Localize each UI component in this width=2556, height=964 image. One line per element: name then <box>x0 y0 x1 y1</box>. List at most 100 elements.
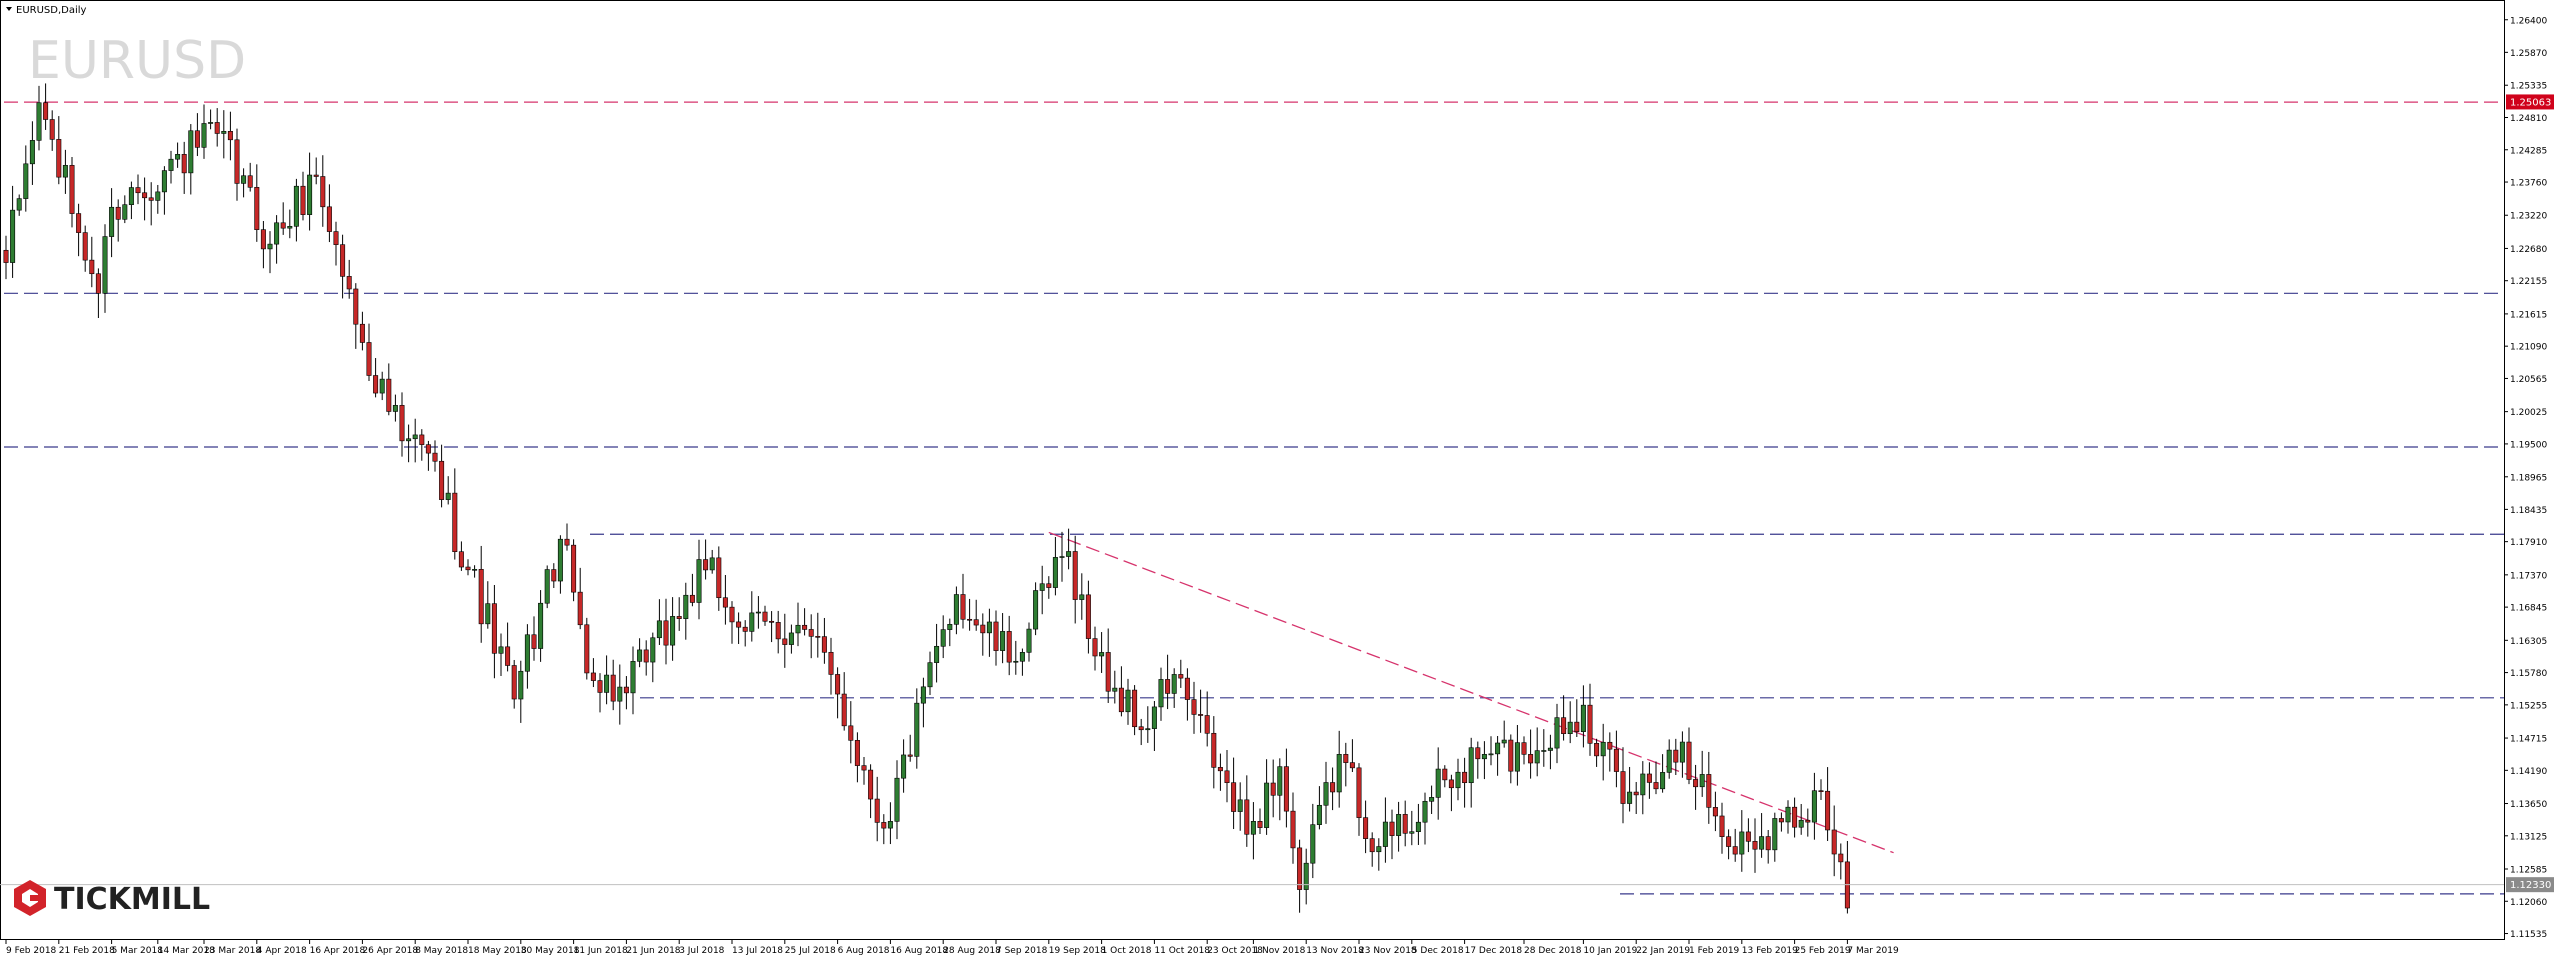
candle-body-up <box>102 236 108 294</box>
candle <box>788 624 794 654</box>
candle <box>1607 732 1613 772</box>
chart-title: EURUSD,Daily <box>16 5 87 16</box>
candle-body-down <box>1726 836 1732 847</box>
resistance-price-badge: 1.25063 <box>2506 94 2554 110</box>
x-tick-label: 17 Dec 2018 <box>1465 946 1523 956</box>
candle-body-down <box>1706 774 1712 808</box>
candle-body-up <box>201 123 207 148</box>
candle-body-down <box>729 606 735 623</box>
candle-body-up <box>1580 704 1586 732</box>
x-tick-label: 30 May 2018 <box>521 946 580 956</box>
candle <box>696 539 702 620</box>
candle <box>181 141 187 194</box>
candle <box>102 224 108 313</box>
candle <box>729 601 735 644</box>
candle-body-up <box>1112 687 1118 692</box>
candle <box>590 658 596 688</box>
candle-body-up <box>208 122 214 124</box>
candle <box>340 234 346 299</box>
candle <box>821 617 827 664</box>
candle <box>1376 838 1382 871</box>
candle-body-up <box>1640 773 1646 796</box>
candle-body-up <box>709 557 715 571</box>
candle <box>227 111 233 161</box>
candle-body-down <box>1805 819 1811 823</box>
candle <box>1013 640 1019 675</box>
candle-body-up <box>62 165 68 178</box>
candle <box>1600 723 1606 781</box>
y-tick-label: 1.24285 <box>2510 146 2547 156</box>
y-tick-label: 1.20565 <box>2510 375 2547 385</box>
candle <box>742 620 748 647</box>
dropdown-triangle-icon[interactable] <box>6 7 12 11</box>
candle <box>1686 727 1692 785</box>
candle-body-up <box>650 637 656 663</box>
x-tick-label: 1 Feb 2019 <box>1689 946 1740 956</box>
candle-body-up <box>1382 821 1388 847</box>
x-tick-label: 14 Mar 2018 <box>158 946 215 956</box>
x-tick-label: 23 Oct 2018 <box>1207 946 1263 956</box>
candle <box>1138 718 1144 746</box>
candle-body-down <box>1270 782 1276 796</box>
candle <box>69 157 75 228</box>
y-tick-label: 1.17370 <box>2510 571 2547 581</box>
candle <box>1726 829 1732 860</box>
y-tick-label: 1.25870 <box>2510 49 2547 59</box>
y-tick-label: 1.15780 <box>2510 669 2547 679</box>
x-tick-label: 1 Oct 2018 <box>1102 946 1152 956</box>
candle-body-up <box>524 634 530 672</box>
candle-body-down <box>1217 767 1223 772</box>
horizontal-levels <box>4 101 2504 895</box>
candle-body-down <box>1528 754 1534 764</box>
candle <box>1653 761 1659 795</box>
candle-body-up <box>293 185 299 227</box>
candle <box>663 598 669 665</box>
candle <box>267 231 273 274</box>
candle-body-down <box>802 624 808 630</box>
candle-body-up <box>1429 797 1435 802</box>
x-tick-label: 5 Dec 2018 <box>1412 946 1464 956</box>
candle <box>452 468 458 560</box>
candle-body-up <box>795 624 801 634</box>
candle-body-down <box>194 130 200 148</box>
tickmill-logo: TICKMILL <box>14 880 210 917</box>
candle-body-up <box>1481 754 1487 760</box>
y-tick-label: 1.24810 <box>2510 114 2547 124</box>
candle <box>326 184 332 243</box>
candle-body-down <box>49 119 55 140</box>
candle <box>221 110 227 159</box>
candle <box>835 667 841 719</box>
candle <box>1792 797 1798 838</box>
descending-trendline[interactable] <box>1048 531 1894 854</box>
candle-body-down <box>848 725 854 741</box>
candle <box>1006 615 1012 676</box>
candle-body-up <box>168 158 174 171</box>
candle <box>1448 774 1454 812</box>
candle <box>194 113 200 157</box>
candle <box>168 150 174 184</box>
candle <box>3 235 9 280</box>
candle <box>1765 830 1771 864</box>
candle <box>353 283 359 349</box>
candle <box>861 756 867 785</box>
candle <box>1640 761 1646 815</box>
candle-body-up <box>485 603 491 625</box>
candle-body-down <box>610 674 616 702</box>
y-tick-label: 1.22680 <box>2510 245 2547 255</box>
candle-body-down <box>214 122 220 134</box>
candle <box>1389 809 1395 860</box>
candle-body-down <box>346 276 352 290</box>
candle <box>1244 775 1250 847</box>
candle <box>940 615 946 659</box>
candle-body-down <box>333 231 339 245</box>
candle <box>623 676 629 710</box>
candle <box>366 323 372 381</box>
candle-body-up <box>1013 660 1019 663</box>
candle <box>1508 734 1514 784</box>
candle-body-down <box>43 102 49 120</box>
candle-body-down <box>1653 782 1659 790</box>
candle-body-down <box>689 594 695 603</box>
candle-body-down <box>1673 749 1679 763</box>
